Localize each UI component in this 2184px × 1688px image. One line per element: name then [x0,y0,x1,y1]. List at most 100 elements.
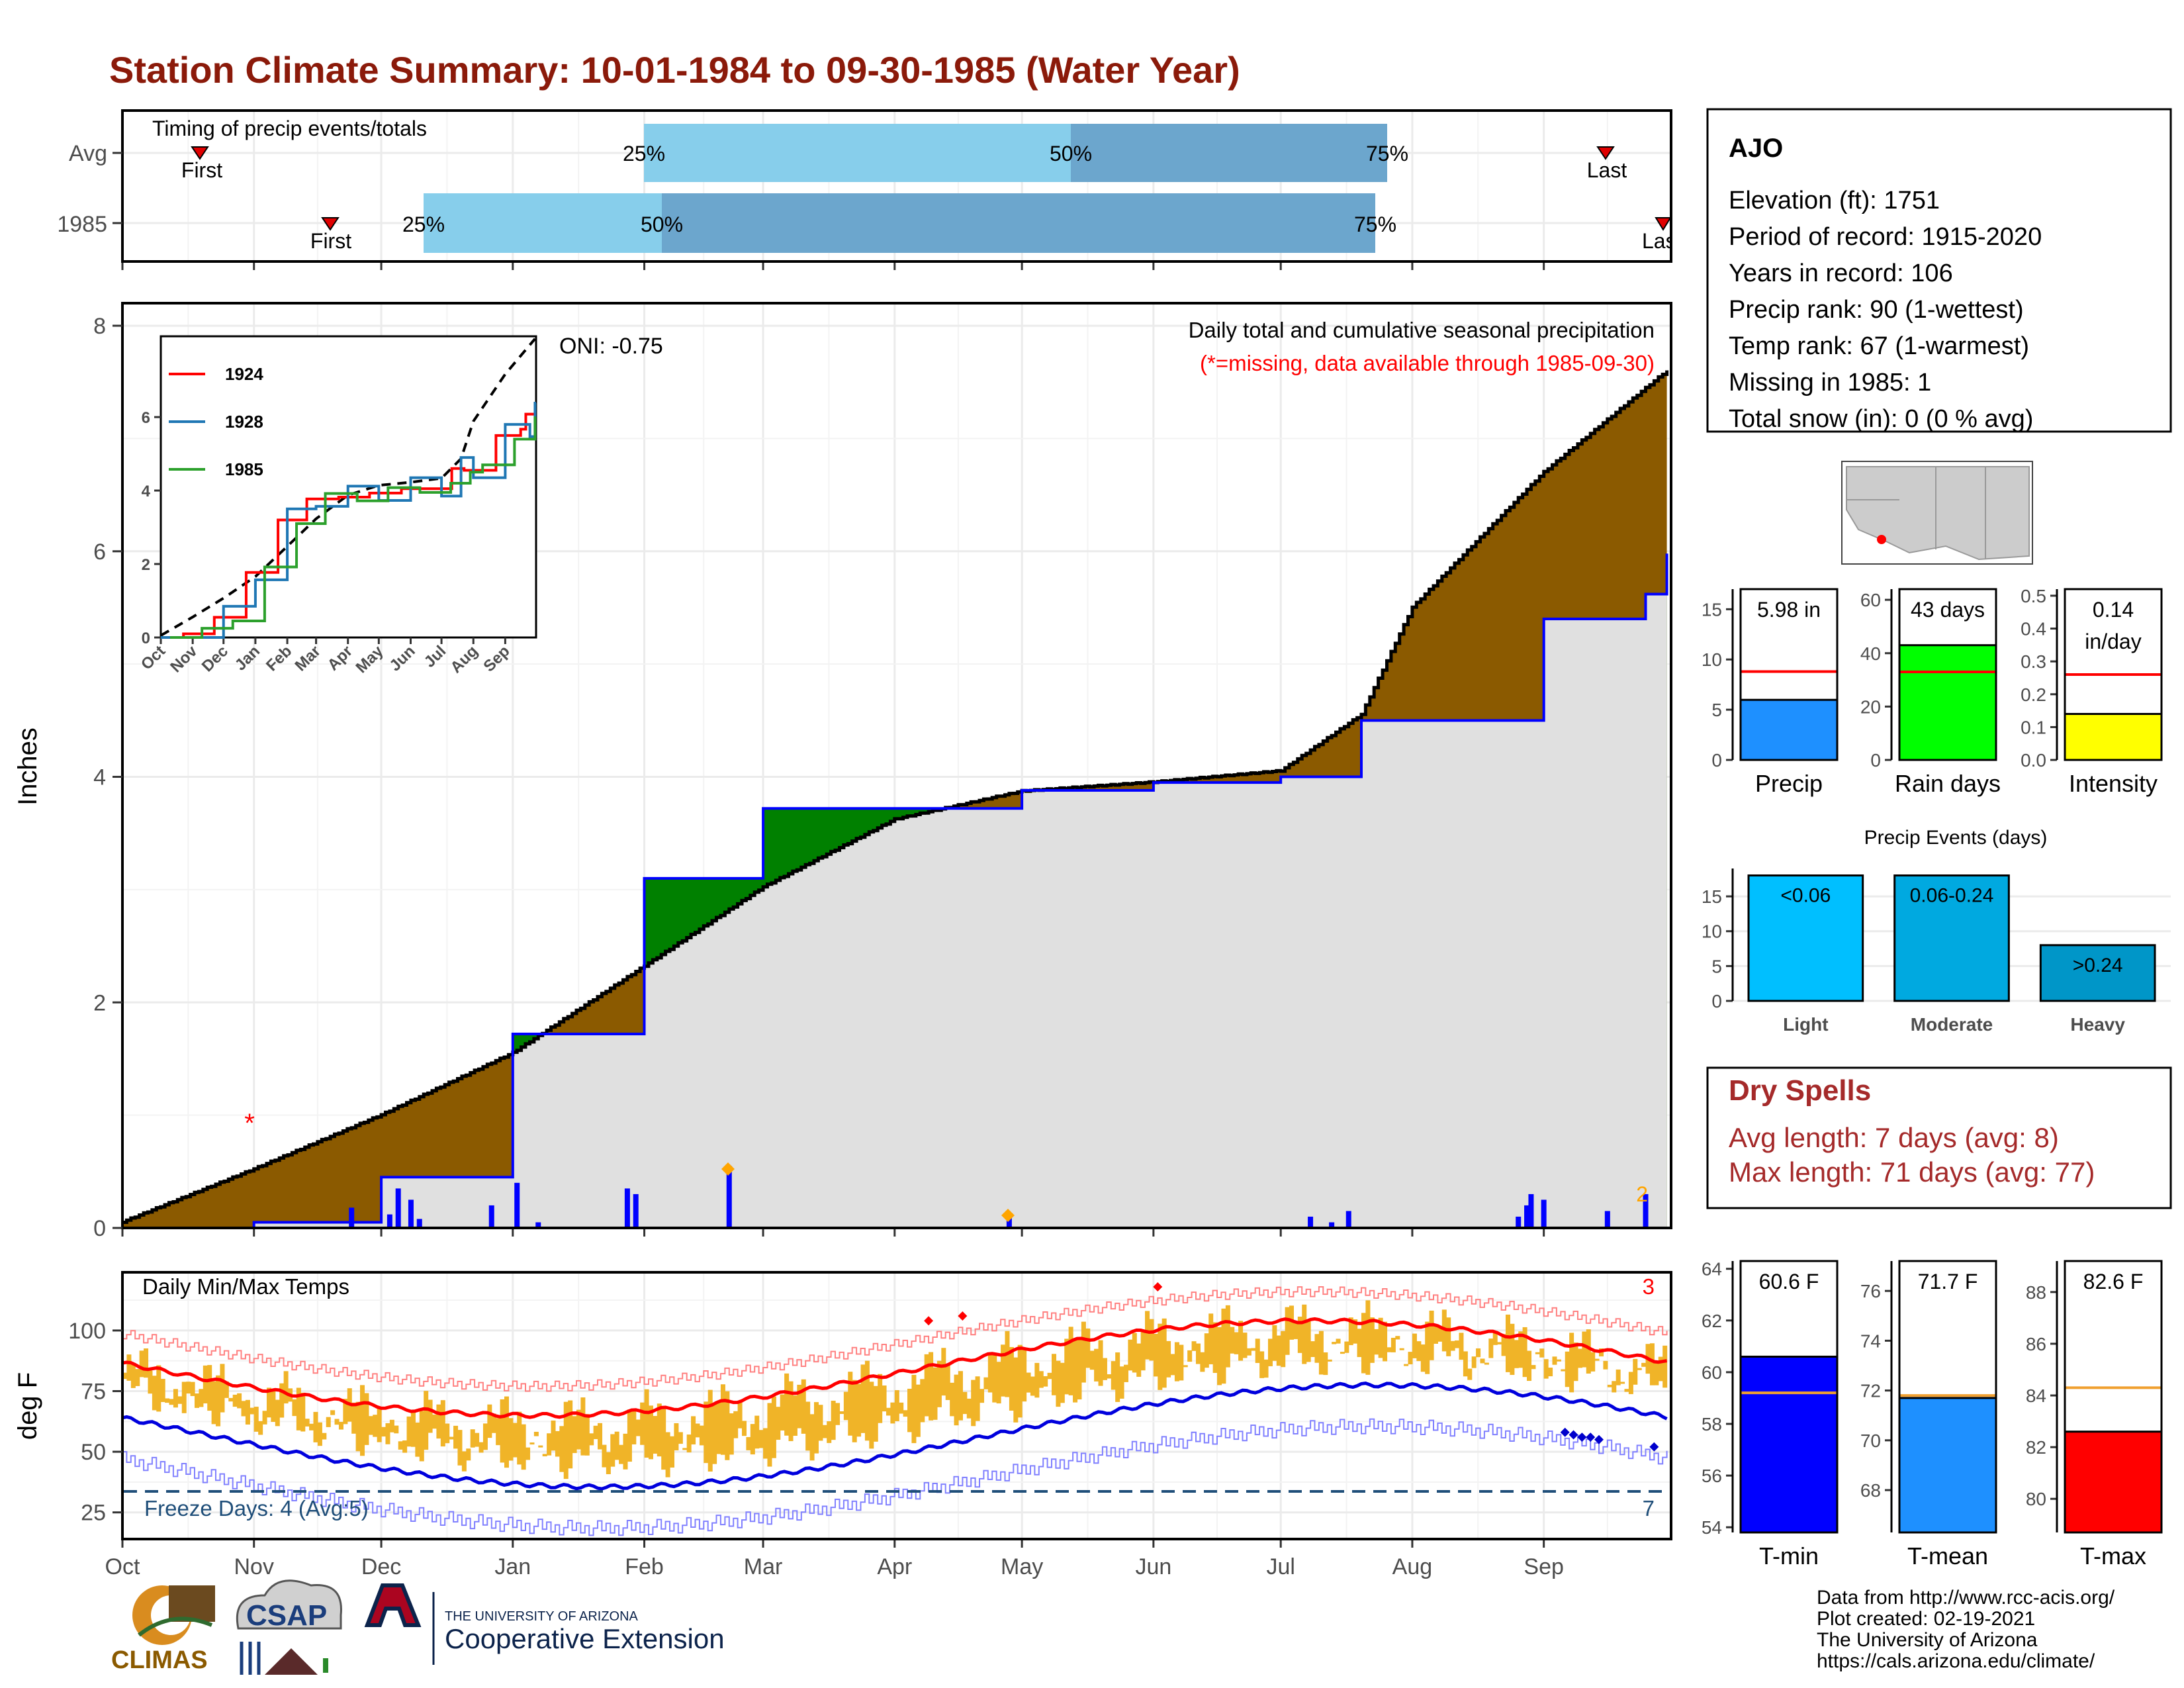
daily-precip-bar [514,1182,520,1228]
precip-events-chart: Precip Events (days) 0 5 10 15 <0.06 Light 0.06… [1702,827,2171,1035]
daily-temp-bar [627,1409,632,1462]
inset-xtick-label: Dec [199,642,232,675]
daily-temp-bar [665,1432,670,1477]
daily-temp-bar [818,1405,823,1441]
daily-temp-bar [996,1362,1001,1404]
daily-temp-bar [882,1385,887,1412]
inset-ytick-label: 6 [142,409,150,427]
climas-logo: CLIMAS [111,1585,215,1674]
daily-temp-bar [878,1374,883,1423]
daily-temp-bar [415,1423,420,1457]
daily-temp-bar [1119,1366,1124,1399]
daily-precip-bar [408,1199,414,1228]
daily-temp-bar [165,1398,170,1403]
tmax-bar-title: T-max [2080,1542,2146,1570]
daily-temp-bar [228,1397,234,1402]
daily-temp-bar [1577,1348,1582,1368]
daily-temp-bar [589,1433,594,1446]
daily-temp-bar [237,1393,242,1409]
daily-temp-bar [1390,1337,1396,1352]
daily-temp-bar [1174,1342,1179,1382]
daily-temp-bar [283,1371,289,1404]
daily-precip-bar [1006,1216,1012,1228]
daily-temp-bar [763,1428,768,1459]
footer-credits: Data from http://www.rcc-acis.org/ Plot … [1817,1587,2115,1672]
daily-temp-bar [186,1382,191,1394]
record-low-marker [1586,1432,1596,1442]
daily-temp-bar [886,1407,891,1416]
precip-events-bar [1747,874,1864,1002]
missing-marker: * [244,1109,255,1138]
tmin-bar: 54 56 58 60 62 64 60.6 F T-min [1702,1259,1839,1570]
daily-temp-bar [729,1413,734,1455]
daily-temp-bar [309,1423,314,1430]
daily-temp-bar [410,1411,416,1447]
daily-temp-bar [1369,1317,1375,1363]
daily-temp-bar [653,1416,658,1454]
daily-temp-bar [533,1431,539,1436]
inset-xtick-label: Jul [421,642,450,671]
daily-temp-bar [1272,1325,1277,1361]
month-label: Feb [625,1554,664,1579]
daily-temp-bar [1145,1311,1150,1360]
missing-note: (*=missing, data available through 1985-… [1200,351,1655,375]
daily-temp-bar [1187,1350,1193,1362]
precip-events-ytick-label: 5 [1711,956,1722,976]
daily-temp-bar [181,1382,187,1413]
daily-temp-bar [1107,1374,1112,1379]
daily-temp-bar [737,1403,743,1429]
daily-temp-bar [894,1390,899,1421]
daily-temp-bar [1200,1352,1205,1372]
daily-temp-bar [232,1394,238,1407]
timing-title: Timing of precip events/totals [152,117,427,140]
daily-temp-bar [1047,1372,1052,1380]
csap-logo: CSAP [236,1579,342,1675]
precip-events-ytick-label: 10 [1702,921,1722,942]
daily-temp-bar [126,1354,132,1381]
daily-temp-bar [551,1420,556,1451]
daily-temp-bar [899,1402,904,1414]
precip-total-bar [1739,698,1839,761]
daily-temp-bar [1420,1344,1426,1372]
rain-days: 0 20 40 60 43 days Rain days [1860,588,2001,797]
daily-temp-bar [979,1389,985,1403]
daily-temp-bar [606,1452,611,1474]
temp-ytick-label: 25 [81,1501,106,1526]
rain-days-frame [1898,588,1997,761]
p25-1985: 25% [402,212,445,236]
hot-count: 3 [1643,1274,1655,1299]
precip-events-title: Precip Events (days) [1864,827,2048,849]
inset-ytick-label: 0 [142,630,150,647]
daily-temp-bar [542,1454,547,1457]
daily-temp-bar [911,1374,917,1444]
daily-temp-bar [1153,1333,1158,1377]
station-box: AJO Elevation (ft): 1751 Period of recor… [1706,108,2172,433]
daily-temp-bar [177,1396,183,1404]
rain-days-ytick-label: 20 [1860,696,1881,717]
intensity-ytick-label: 0.4 [2021,619,2046,639]
daily-temp-bar [1607,1384,1612,1387]
month-label: Sep [1524,1554,1564,1579]
daily-temp-bar [1009,1346,1014,1411]
footer-source: Data from http://www.rcc-acis.org/ [1817,1587,2115,1609]
daily-temp-bar [1225,1305,1230,1368]
daily-temp-bar [322,1432,327,1440]
inset-xtick-label: Mar [292,642,324,675]
daily-temp-bar [1267,1338,1273,1366]
station-elevation: Elevation (ft): 1751 [1729,187,1940,214]
daily-temp-bar [253,1407,259,1432]
daily-temp-bar [1603,1360,1608,1370]
daily-temp-bar [279,1383,285,1418]
tmean-bar-ytick-label: 68 [1860,1480,1881,1501]
daily-temp-bar [373,1415,378,1437]
daily-temp-bar [250,1407,255,1415]
timing-panel: Timing of precip events/totals Avg 1985 … [57,109,1712,270]
daily-precip-bar [416,1219,422,1228]
daily-temp-bar [678,1432,683,1444]
precip-ytick-label: 2 [93,990,106,1015]
daily-temp-bar [725,1391,730,1460]
daily-temp-bar [313,1411,318,1442]
precip-events-bar [1893,874,2010,1002]
daily-temp-bar [1234,1332,1239,1354]
month-label: Aug [1392,1554,1433,1579]
